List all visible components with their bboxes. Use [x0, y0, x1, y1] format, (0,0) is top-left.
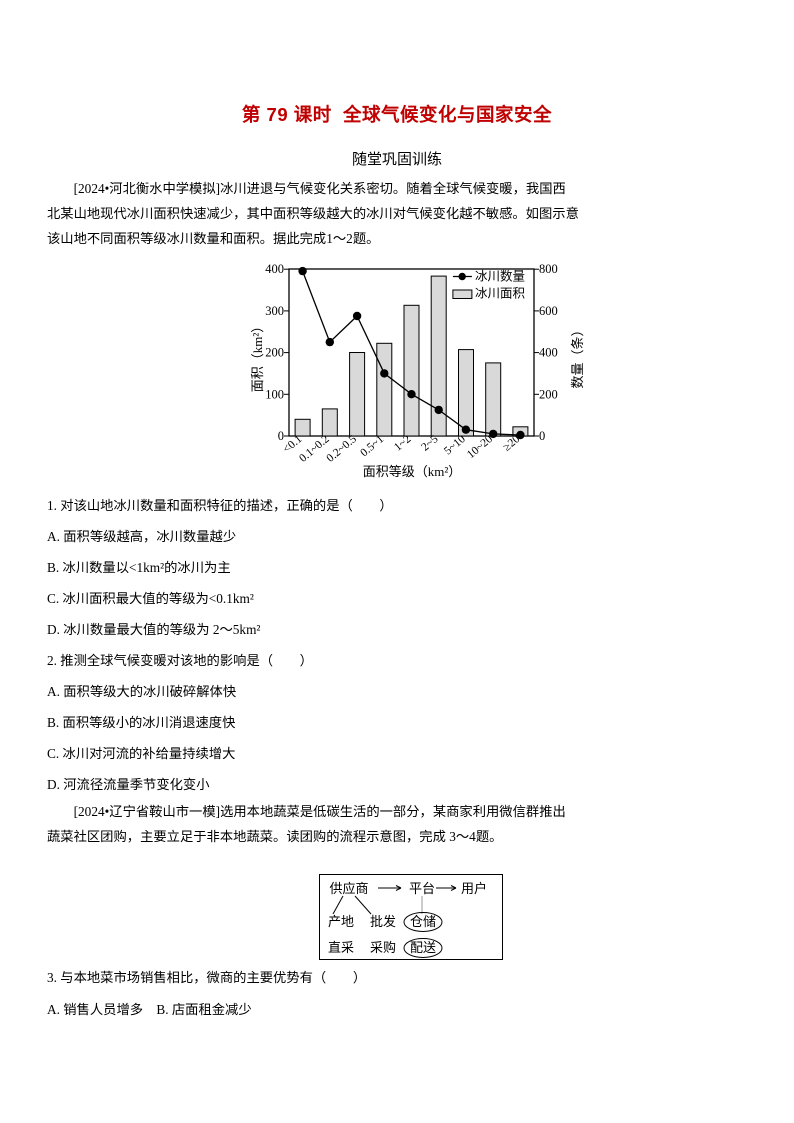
svg-text:配送: 配送: [410, 940, 436, 955]
svg-text:0: 0: [539, 429, 545, 443]
svg-text:数量（条）: 数量（条）: [570, 323, 585, 388]
svg-text:采购: 采购: [370, 940, 396, 955]
svg-text:100: 100: [265, 387, 284, 401]
svg-text:仓储: 仓储: [410, 914, 436, 929]
svg-text:0.5~1: 0.5~1: [358, 433, 386, 459]
svg-text:冰川面积: 冰川面积: [475, 287, 525, 301]
svg-text:面积等级（km²）: 面积等级（km²）: [363, 464, 462, 479]
svg-text:300: 300: [265, 304, 284, 318]
svg-text:200: 200: [265, 346, 284, 360]
svg-text:400: 400: [539, 346, 558, 360]
svg-text:0.2~0.5: 0.2~0.5: [325, 433, 360, 465]
svg-text:产地: 产地: [328, 914, 354, 929]
svg-text:200: 200: [539, 387, 558, 401]
svg-text:10~20: 10~20: [465, 433, 495, 461]
svg-text:用户: 用户: [461, 881, 487, 896]
svg-text:冰川数量: 冰川数量: [475, 269, 525, 284]
svg-text:批发: 批发: [370, 914, 396, 929]
svg-text:供应商: 供应商: [329, 881, 368, 896]
svg-text:600: 600: [539, 304, 558, 318]
svg-text:平台: 平台: [409, 881, 435, 896]
svg-text:400: 400: [265, 262, 284, 276]
svg-text:800: 800: [539, 262, 558, 276]
svg-text:面积（km²）: 面积（km²）: [250, 320, 265, 393]
svg-text:直采: 直采: [328, 940, 354, 955]
svg-text:0.1~0.2: 0.1~0.2: [297, 433, 332, 465]
svg-text:0: 0: [278, 429, 284, 443]
